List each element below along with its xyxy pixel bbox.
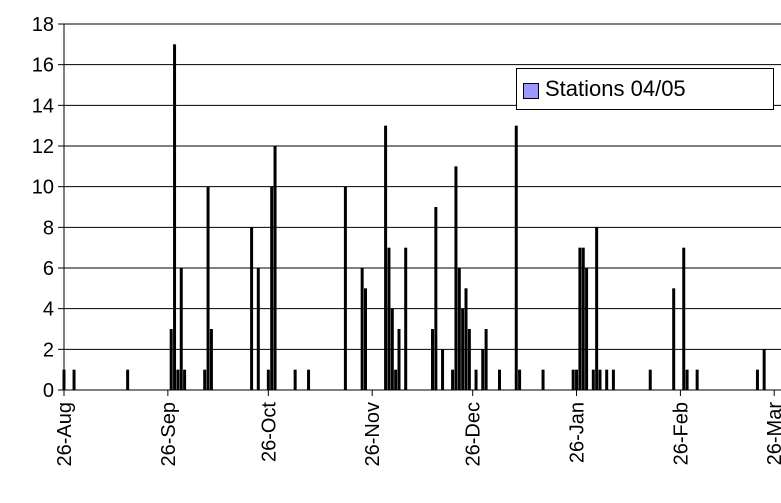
bar xyxy=(361,268,364,390)
bar xyxy=(481,349,484,390)
bar xyxy=(612,370,615,390)
x-tick-label: 26-Mar xyxy=(764,402,781,466)
x-tick-label: 26-Jan xyxy=(567,402,589,463)
bar xyxy=(180,268,183,390)
bar xyxy=(203,370,206,390)
bar xyxy=(649,370,652,390)
y-tick-label: 12 xyxy=(32,136,54,158)
bar xyxy=(404,248,407,390)
bar xyxy=(465,288,468,390)
bar xyxy=(458,268,461,390)
y-tick-label: 8 xyxy=(43,217,54,239)
x-tick-label: 26-Sep xyxy=(158,402,180,467)
bar xyxy=(391,309,394,390)
x-tick-label: 26-Aug xyxy=(54,402,76,467)
x-tick-label: 26-Nov xyxy=(362,402,384,466)
bar xyxy=(468,329,471,390)
bar xyxy=(572,370,575,390)
y-tick-label: 6 xyxy=(43,258,54,280)
bar xyxy=(454,166,457,390)
bar xyxy=(672,288,675,390)
bar xyxy=(575,370,578,390)
bar xyxy=(599,370,602,390)
bar xyxy=(398,329,401,390)
bar xyxy=(592,370,595,390)
bar xyxy=(431,329,434,390)
bar xyxy=(384,126,387,390)
bar xyxy=(387,248,390,390)
bar xyxy=(475,370,478,390)
bar xyxy=(518,370,521,390)
bar xyxy=(364,288,367,390)
x-tick-label: 26-Feb xyxy=(670,402,692,465)
bar xyxy=(183,370,186,390)
bar xyxy=(63,370,66,390)
x-tick-label: 26-Oct xyxy=(258,402,280,462)
y-tick-label: 16 xyxy=(32,55,54,77)
bar xyxy=(498,370,501,390)
bar xyxy=(267,370,270,390)
bar xyxy=(595,227,598,390)
bar xyxy=(307,370,310,390)
bar xyxy=(73,370,76,390)
bar xyxy=(441,349,444,390)
bar xyxy=(542,370,545,390)
bar xyxy=(294,370,297,390)
bar xyxy=(605,370,608,390)
bar xyxy=(461,309,464,390)
chart-legend: Stations 04/05 xyxy=(516,68,774,110)
x-tick-label: 26-Dec xyxy=(463,402,485,466)
bar xyxy=(126,370,129,390)
bar xyxy=(451,370,454,390)
bar xyxy=(344,187,347,390)
y-tick-label: 14 xyxy=(32,95,54,117)
bar xyxy=(434,207,437,390)
bar xyxy=(696,370,699,390)
bar xyxy=(682,248,685,390)
bar xyxy=(176,370,179,390)
bar xyxy=(582,248,585,390)
bar xyxy=(170,329,173,390)
bar xyxy=(257,268,260,390)
bar xyxy=(270,187,273,390)
bar xyxy=(394,370,397,390)
y-tick-label: 18 xyxy=(32,14,54,36)
legend-label: Stations 04/05 xyxy=(545,76,686,102)
bar xyxy=(250,227,253,390)
bar xyxy=(686,370,689,390)
bar xyxy=(585,268,588,390)
legend-swatch xyxy=(523,83,539,99)
y-tick-label: 2 xyxy=(43,339,54,361)
bar xyxy=(274,146,277,390)
bar xyxy=(485,329,488,390)
bar xyxy=(210,329,213,390)
bar xyxy=(173,44,176,390)
bar xyxy=(578,248,581,390)
bar xyxy=(756,370,759,390)
y-tick-label: 0 xyxy=(43,380,54,402)
bar xyxy=(763,349,766,390)
y-tick-label: 10 xyxy=(32,177,54,199)
bar xyxy=(515,126,518,390)
y-tick-label: 4 xyxy=(43,299,54,321)
bar xyxy=(207,187,210,390)
